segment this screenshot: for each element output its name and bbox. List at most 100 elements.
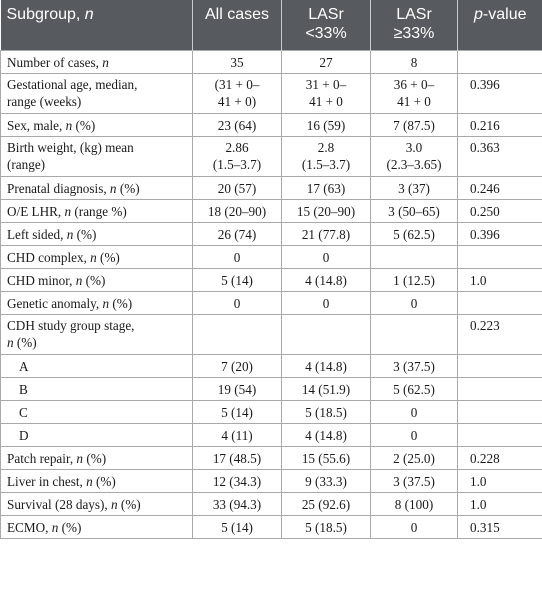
- row-label-main: Number of cases,: [7, 54, 103, 70]
- cell-lasr-high-value: 3 (37.5): [393, 473, 435, 489]
- table-row: Sex, male, n (%) 23 (64) 16 (59) 7 (87.5) 0.…: [0, 112, 542, 137]
- table-row: A 7 (20) 4 (14.8) 3 (37.5): [0, 353, 542, 378]
- row-label-n: n: [90, 249, 97, 265]
- table-row: C 5 (14) 5 (18.5) 0: [0, 399, 542, 424]
- cell-p-value-value: 0.228: [470, 450, 500, 466]
- cell-p-value: [457, 290, 542, 315]
- row-label-main: Gestational age, median, range (weeks): [7, 76, 138, 109]
- cell-lasr-low: 0: [281, 290, 371, 315]
- row-label-main: Genetic anomaly,: [7, 295, 103, 311]
- cell-all-cases: 33 (94.3): [192, 491, 282, 516]
- cell-lasr-high-value: 8 (100): [394, 496, 434, 512]
- cell-lasr-low: 16 (59): [281, 112, 371, 137]
- cell-p-value-value: 1.0: [470, 496, 487, 512]
- cell-p-value: 0.246: [457, 175, 542, 200]
- row-label-suffix: (%): [109, 295, 133, 311]
- cell-lasr-high: 7 (87.5): [370, 112, 458, 137]
- cell-p-value: 0.228: [457, 445, 542, 470]
- row-label: Liver in chest, n (%): [0, 468, 193, 493]
- row-label-suffix: (%): [72, 117, 96, 133]
- table-row: ECMO, n (%) 5 (14) 5 (18.5) 0 0.315: [0, 514, 542, 539]
- row-label-n: n: [102, 295, 110, 311]
- row-label-text: B: [19, 381, 186, 398]
- row-label-main: B: [19, 381, 28, 397]
- row-label: CHD complex, n (%): [0, 244, 193, 269]
- header-all-cases: All cases: [192, 0, 282, 50]
- cell-p-value: 0.396: [457, 221, 542, 246]
- cell-lasr-low-value: 14 (51.9): [301, 381, 351, 397]
- cell-lasr-high: 0: [370, 399, 458, 424]
- cell-lasr-high: 0: [370, 290, 458, 315]
- cell-lasr-high: [370, 244, 458, 269]
- row-label-text: C: [19, 404, 186, 421]
- row-label: D: [0, 422, 193, 447]
- row-label-n: n: [109, 180, 117, 196]
- cell-p-value: 0.315: [457, 514, 542, 539]
- cell-p-value: [457, 399, 542, 424]
- table-row: D 4 (11) 4 (14.8) 0: [0, 422, 542, 447]
- table-row: B 19 (54) 14 (51.9) 5 (62.5): [0, 376, 542, 401]
- row-label-suffix: (%): [96, 249, 120, 265]
- cell-lasr-high-value: 2 (25.0): [393, 450, 435, 466]
- row-label-main: Patch repair,: [7, 450, 77, 466]
- row-label-text: Genetic anomaly, n (%): [7, 295, 186, 312]
- row-label-suffix: (%): [58, 519, 82, 535]
- row-label-text: Survival (28 days), n (%): [7, 496, 186, 513]
- row-label: A: [0, 353, 193, 378]
- table-row: O/E LHR, n (range %) 18 (20–90) 15 (20–90)…: [0, 198, 542, 223]
- cell-lasr-low: 5 (18.5): [281, 514, 371, 539]
- header-lasr-low-text: LASr <33%: [305, 6, 347, 42]
- cell-lasr-low-value: 4 (14.8): [305, 358, 347, 374]
- row-label: Gestational age, median, range (weeks): [0, 72, 193, 114]
- cell-all-cases: 17 (48.5): [192, 445, 282, 470]
- table-row: Number of cases, n 35 27 8: [0, 49, 542, 74]
- row-label-n: n: [111, 496, 118, 512]
- cell-lasr-low: 4 (14.8): [281, 267, 371, 292]
- row-label: B: [0, 376, 193, 401]
- cell-lasr-low: 15 (20–90): [281, 198, 371, 223]
- cell-all-cases: 0: [192, 244, 282, 269]
- cell-lasr-high: 36 + 0– 41 + 0: [370, 72, 458, 114]
- cell-all-cases-value: 12 (34.3): [212, 473, 262, 489]
- cell-all-cases: 23 (64): [192, 112, 282, 137]
- cell-p-value: 0.396: [457, 72, 542, 114]
- cell-p-value: 0.363: [457, 135, 542, 177]
- cell-all-cases-value: 23 (64): [217, 117, 257, 133]
- cell-lasr-low: 25 (92.6): [281, 491, 371, 516]
- header-subgroup: Subgroup, n: [0, 0, 193, 50]
- cell-lasr-high: 1 (12.5): [370, 267, 458, 292]
- cell-all-cases: 0: [192, 290, 282, 315]
- cell-p-value-value: 0.246: [470, 180, 500, 196]
- row-label-main: CDH study group stage,: [7, 317, 135, 333]
- cell-all-cases-value: 26 (74): [217, 226, 257, 242]
- cell-p-value-value: 1.0: [470, 473, 487, 489]
- cell-lasr-low-value: 16 (59): [306, 117, 346, 133]
- header-lasr-low: LASr <33%: [281, 0, 371, 50]
- cell-p-value-value: 0.396: [470, 226, 500, 242]
- row-label-suffix: (%): [117, 496, 141, 512]
- cell-all-cases-value: 0: [233, 295, 241, 311]
- cell-lasr-high: 0: [370, 514, 458, 539]
- cell-lasr-high-value: 3.0 (2.3–3.65): [386, 139, 442, 172]
- table-row: Left sided, n (%) 26 (74) 21 (77.8) 5 (62.5…: [0, 221, 542, 246]
- cell-lasr-high: 8: [370, 49, 458, 74]
- row-label-n: n: [86, 473, 93, 489]
- row-label-text: CHD complex, n (%): [7, 249, 186, 266]
- cell-lasr-high-value: 1 (12.5): [393, 272, 435, 288]
- cell-all-cases-value: 35: [230, 54, 244, 70]
- cell-p-value-value: 0.363: [470, 139, 500, 155]
- row-label-n: n: [102, 54, 109, 70]
- row-label-n: n: [64, 203, 72, 219]
- cell-lasr-high-value: 0: [410, 519, 418, 535]
- header-all-cases-text: All cases: [204, 6, 270, 23]
- cell-p-value: 0.223: [457, 313, 542, 355]
- cell-lasr-low-value: 27: [319, 54, 333, 70]
- cell-p-value: 0.250: [457, 198, 542, 223]
- cell-all-cases-value: 20 (57): [217, 180, 257, 196]
- row-label-suffix: (range %): [71, 203, 127, 219]
- header-lasr-high: LASr ≥33%: [370, 0, 458, 50]
- row-label-main: CHD complex,: [7, 249, 91, 265]
- cell-lasr-low: 4 (14.8): [281, 353, 371, 378]
- cell-lasr-low: 31 + 0– 41 + 0: [281, 72, 371, 114]
- row-label-suffix: (%): [92, 473, 116, 489]
